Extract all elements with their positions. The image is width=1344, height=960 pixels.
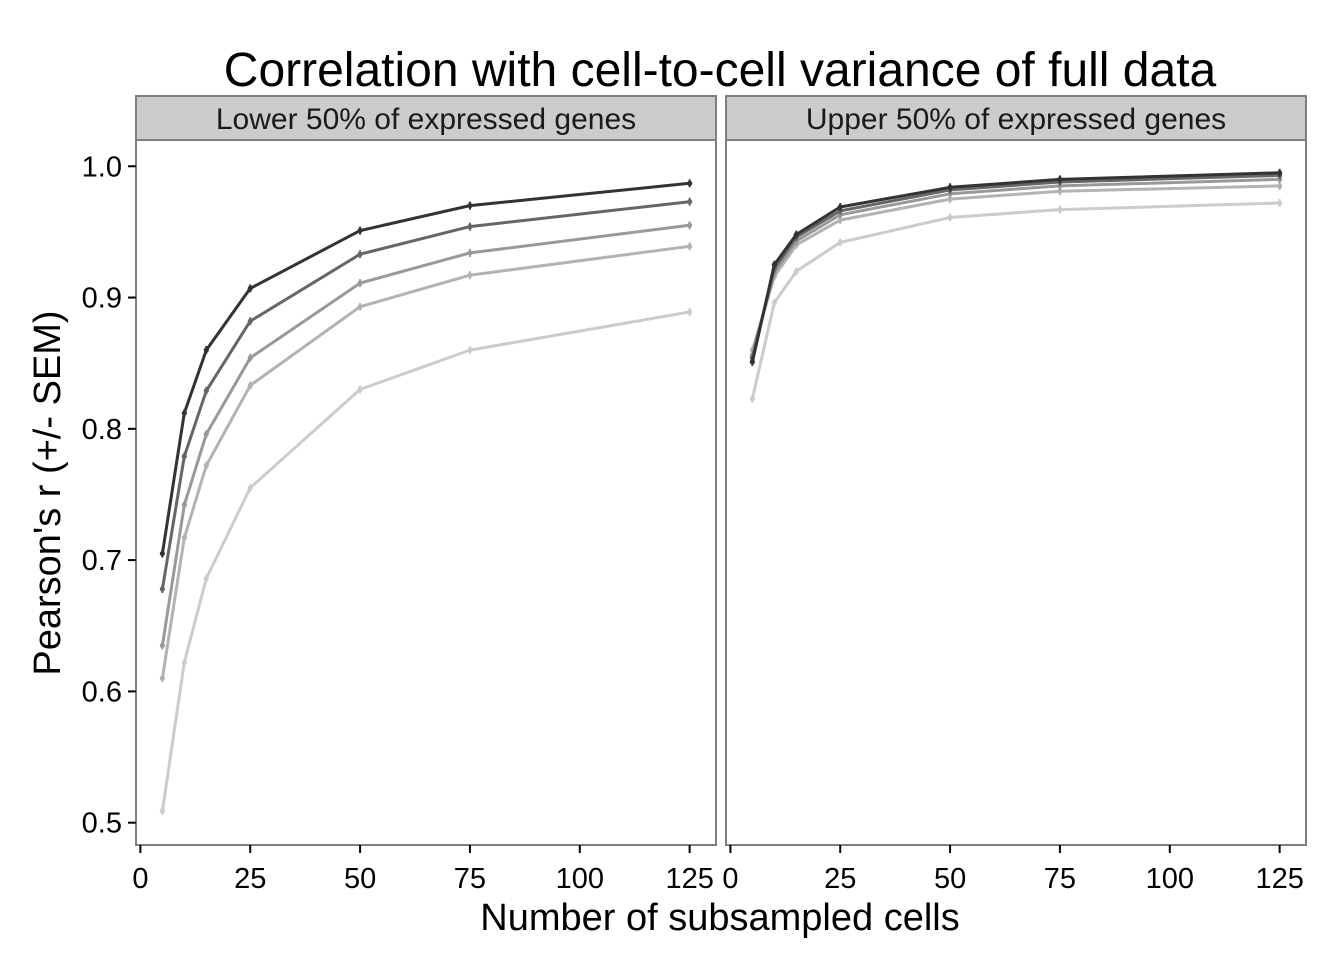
y-tick-label: 0.8 xyxy=(82,414,122,446)
panels: Lower 50% of expressed genes 0 25 50 75 100 12… xyxy=(82,95,1307,895)
series-5 xyxy=(749,199,1283,403)
x-tick-label: 100 xyxy=(1146,863,1194,895)
x-tick-label: 0 xyxy=(722,863,738,895)
series-1 xyxy=(749,168,1283,366)
x-tick-label: 25 xyxy=(824,863,856,895)
plot-area xyxy=(725,139,1307,846)
strip-label: Upper 50% of expressed genes xyxy=(806,103,1226,136)
x-axis-title: Number of subsampled cells xyxy=(480,897,959,939)
y-axis-title: Pearson's r (+/- SEM) xyxy=(27,310,69,675)
series-3 xyxy=(159,221,693,650)
series-5 xyxy=(159,307,693,815)
strip-label: Lower 50% of expressed genes xyxy=(216,103,636,136)
x-tick-label: 50 xyxy=(934,863,966,895)
y-tick-label: 0.9 xyxy=(82,283,122,315)
y-tick-label: 0.6 xyxy=(82,676,122,708)
x-tick-label: 100 xyxy=(556,863,604,895)
x-tick-label: 0 xyxy=(132,863,148,895)
chart-title: Correlation with cell-to-cell variance o… xyxy=(224,44,1217,97)
series-2 xyxy=(159,197,693,593)
x-tick-label: 125 xyxy=(1255,863,1303,895)
x-tick-label: 75 xyxy=(454,863,486,895)
y-tick-label: 0.5 xyxy=(82,808,122,840)
y-tick-label: 0.7 xyxy=(82,545,122,577)
x-tick-label: 75 xyxy=(1044,863,1076,895)
strip-background xyxy=(725,95,1307,141)
series-4 xyxy=(159,242,693,683)
series-1 xyxy=(159,179,693,558)
x-tick-label: 125 xyxy=(665,863,713,895)
y-tick-label: 1.0 xyxy=(82,151,122,183)
x-tick-label: 25 xyxy=(234,863,266,895)
plot-area xyxy=(135,139,717,846)
panel-1: Lower 50% of expressed genes 0 25 50 75 100 12… xyxy=(82,95,717,895)
x-tick-label: 50 xyxy=(344,863,376,895)
panel-2: Upper 50% of expressed genes 0 25 50 75 100 12… xyxy=(722,95,1307,895)
strip-background xyxy=(135,95,717,141)
